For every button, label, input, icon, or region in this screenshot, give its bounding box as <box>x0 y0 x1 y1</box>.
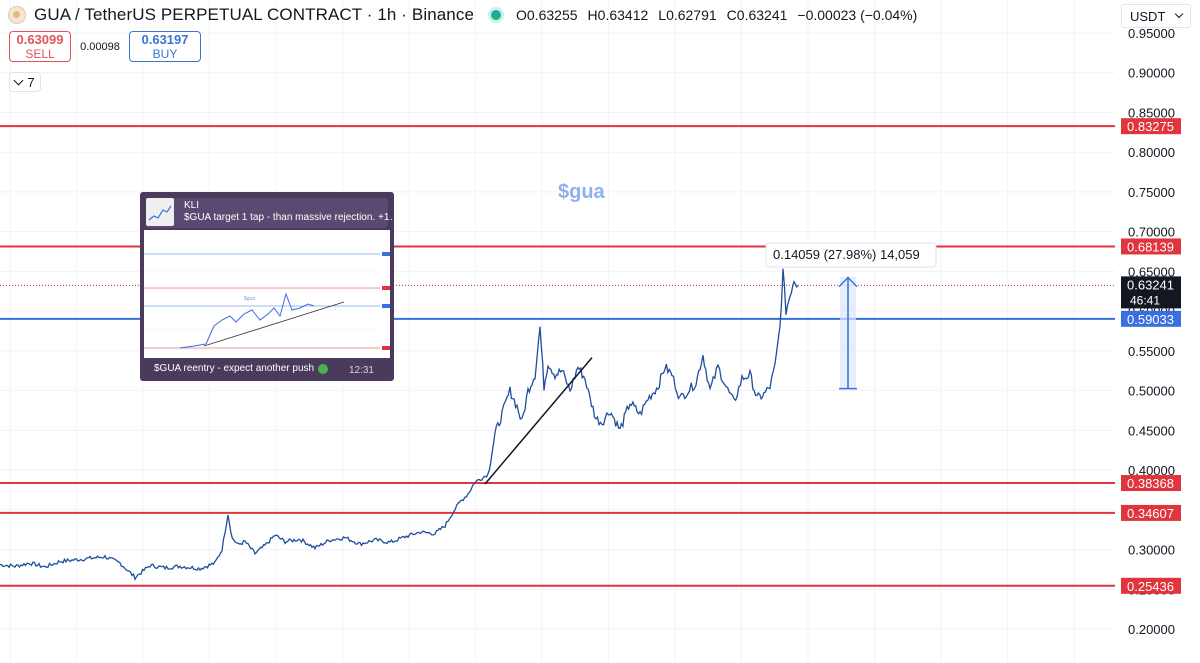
y-tick-label: 0.45000 <box>1128 423 1175 438</box>
level-price-tag <box>1121 475 1181 492</box>
chat-screenshot-inset: KLI $GUA target 1 tap - than massive rej… <box>140 192 394 381</box>
y-tick-label: 0.50000 <box>1128 384 1175 399</box>
indicators-toggle-button[interactable]: 7 <box>9 72 41 92</box>
current-price-label: 0.63241 <box>1127 277 1174 292</box>
trade-panel: 0.63099 SELL 0.00098 0.63197 BUY <box>9 31 201 62</box>
y-tick-label: 0.55000 <box>1128 344 1175 359</box>
symbol-logo-icon <box>8 6 26 24</box>
y-tick-label: 0.20000 <box>1128 622 1175 637</box>
chevron-down-icon <box>1174 9 1184 19</box>
sell-price: 0.63099 <box>16 31 64 47</box>
buy-label: BUY <box>152 46 178 61</box>
currency-label: USDT <box>1130 8 1166 24</box>
sell-button[interactable]: 0.63099 SELL <box>9 31 71 62</box>
reply-text: $GUA target 1 tap - than massive rejecti… <box>184 212 394 223</box>
ohlc-values: O0.63255 H0.63412 L0.62791 C0.63241 −0.0… <box>516 7 917 23</box>
message-text: $GUA reentry - expect another push <box>154 363 329 374</box>
buy-button[interactable]: 0.63197 BUY <box>129 31 201 62</box>
measure-label-box <box>765 242 937 268</box>
y-tick-label: 0.75000 <box>1128 185 1175 200</box>
symbol-title[interactable]: GUA / TetherUS PERPETUAL CONTRACT · 1h ·… <box>34 5 475 24</box>
level-price-tag <box>1121 118 1181 135</box>
level-price-tag <box>1121 310 1181 327</box>
reply-thumbnail <box>146 198 174 226</box>
buy-price: 0.63197 <box>141 31 189 47</box>
level-price-label: 0.34607 <box>1127 506 1174 521</box>
level-price-tag <box>1121 238 1181 255</box>
level-price-label: 0.83275 <box>1127 119 1174 134</box>
y-tick-label: 0.40000 <box>1128 463 1175 478</box>
level-price-tag <box>1121 577 1181 594</box>
y-tick-label: 0.70000 <box>1128 225 1175 240</box>
ohlc-high: H0.63412 <box>587 7 649 23</box>
level-price-label: 0.68139 <box>1127 239 1174 254</box>
green-circle-emoji-icon <box>318 363 329 374</box>
y-tick-label: 0.65000 <box>1128 264 1175 279</box>
chevron-down-icon <box>13 75 24 85</box>
y-tick-label: 0.30000 <box>1128 543 1175 558</box>
reply-author: KLI <box>184 200 200 211</box>
y-tick-label: 0.80000 <box>1128 145 1175 160</box>
current-price-tag <box>1121 276 1181 309</box>
market-open-status-icon <box>488 7 505 23</box>
measure-label: 0.14059 (27.98%) 14,059 <box>773 247 920 262</box>
ohlc-low: L0.62791 <box>658 7 717 23</box>
chart-annotation-text: $gua <box>558 181 606 203</box>
svg-text:$gua: $gua <box>244 296 255 302</box>
level-price-label: 0.25436 <box>1127 579 1174 594</box>
y-tick-label: 0.95000 <box>1128 26 1175 41</box>
bar-countdown-label: 46:41 <box>1130 293 1160 307</box>
ohlc-open: O0.63255 <box>516 7 578 23</box>
y-tick-label: 0.90000 <box>1128 66 1175 81</box>
chart-header: GUA / TetherUS PERPETUAL CONTRACT · 1h ·… <box>8 4 917 26</box>
ohlc-close: C0.63241 <box>726 7 788 23</box>
indicators-count: 7 <box>27 74 35 90</box>
inset-chart-image: $gua <box>144 230 390 358</box>
measure-arrow-head <box>838 276 858 288</box>
level-price-label: 0.38368 <box>1127 476 1174 491</box>
level-price-label: 0.59033 <box>1127 312 1174 327</box>
y-tick-label: 0.85000 <box>1128 105 1175 120</box>
inset-chart-thumbnail: $gua <box>144 230 390 358</box>
sell-label: SELL <box>25 46 55 61</box>
trendline <box>484 357 593 485</box>
ohlc-change: −0.00023 (−0.04%) <box>797 7 918 23</box>
spread-value: 0.00098 <box>80 40 120 53</box>
mini-chart-icon <box>148 205 172 221</box>
currency-select[interactable]: USDT <box>1121 4 1191 28</box>
level-price-tag <box>1121 504 1181 521</box>
message-time: 12:31 <box>348 365 374 376</box>
price-series-line <box>0 268 799 581</box>
reply-quote <box>146 198 388 228</box>
